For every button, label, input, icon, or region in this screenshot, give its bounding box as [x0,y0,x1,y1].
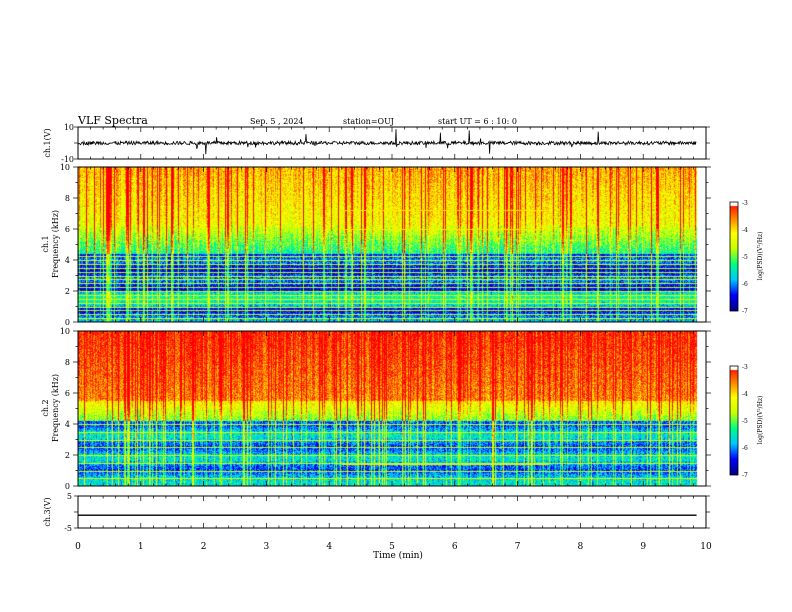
xtick-8: 8 [578,542,584,552]
ch1-waveform-ylabel: ch.1(V) [43,128,52,157]
ch1-ytick-4: 4 [65,256,70,265]
ch1-ytick-6: 6 [65,225,70,234]
ch3-waveform-ytick-bottom: -5 [64,524,72,533]
figure-title: VLF Spectra [77,114,148,127]
ch1-colorbar-label: log(PSD)(V²/Hz) [757,232,764,281]
ch1-ytick-0: 0 [65,318,70,327]
xtick-1: 1 [138,542,144,552]
xtick-10: 10 [700,542,712,552]
ch1-colorbar-frame [729,201,739,312]
ch1-colorbar [730,202,738,311]
ch2-ytick-6: 6 [65,389,70,398]
x-axis-label: Time (min) [373,550,423,561]
xtick-4: 4 [326,542,332,552]
ch2-spectrogram-ylabel: Frequency (kHz) [51,374,60,442]
ch1-colorbar-tick-6: -6 [742,281,748,288]
ch1-spectrogram-image [78,167,706,322]
xtick-9: 9 [640,542,646,552]
ch2-colorbar-tick-3: -3 [742,364,748,371]
ch2-colorbar [730,366,738,475]
ch1-ytick-10: 10 [60,163,70,172]
xtick-0: 0 [75,542,81,552]
ch2-colorbar-label: log(PSD)(V²/Hz) [757,396,764,445]
ch3-waveform-ytick-top: 5 [67,492,72,501]
tick-marks [73,126,711,529]
ch2-ytick-10: 10 [60,327,70,336]
ch1-spectrogram-ylabel: Frequency (kHz) [51,210,60,278]
ch1-colorbar-tick-4: -4 [742,227,748,234]
ch1-ytick-8: 8 [65,194,70,203]
ch1-colorbar-tick-5: -5 [742,254,748,261]
xtick-2: 2 [201,542,207,552]
ch1-waveform-ytick-bottom: -10 [61,155,74,164]
ch2-ytick-0: 0 [65,482,70,491]
ch1-waveform-ytick-top: 10 [64,123,74,132]
ch2-spectrogram-image [78,331,706,486]
xtick-5: 5 [389,542,395,552]
ch1-spectrogram-channel-label: ch.1 [41,235,50,252]
ch2-colorbar-tick-6: -6 [742,445,748,452]
date-label: Sep. 5 , 2024 [250,117,304,126]
ch2-colorbar-frame [729,365,739,476]
ch1-colorbar-tick-7: -7 [742,308,748,315]
ch1-ytick-2: 2 [65,287,70,296]
station-label: station=OUJ [343,117,394,126]
ch2-spectrogram-channel-label: ch.2 [41,399,50,416]
ch3-waveform-ylabel: ch.3(V) [43,497,52,526]
ch2-ytick-8: 8 [65,358,70,367]
ch2-colorbar-tick-4: -4 [742,391,748,398]
ch2-colorbar-tick-7: -7 [742,472,748,479]
ch2-colorbar-tick-5: -5 [742,418,748,425]
ch2-ytick-2: 2 [65,451,70,460]
start-time-label: start UT = 6 : 10: 0 [438,117,517,126]
xtick-3: 3 [264,542,270,552]
ch1-waveform-trace [77,129,697,155]
xtick-7: 7 [515,542,521,552]
ch1-colorbar-tick-3: -3 [742,200,748,207]
xtick-6: 6 [452,542,458,552]
ch2-ytick-4: 4 [65,420,70,429]
